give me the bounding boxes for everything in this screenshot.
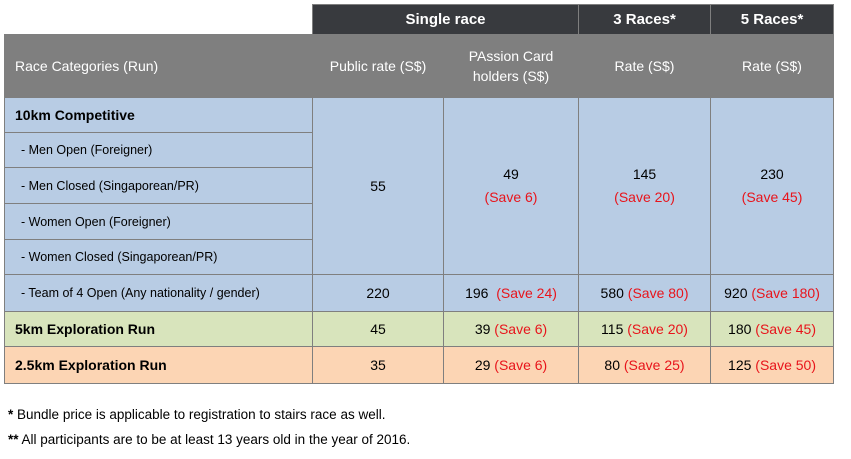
two-half-km-passion-save: (Save 6) [494,357,548,373]
footnote-mark-1: * [8,407,14,422]
team-passion-cell: 196 (Save 24) [442,274,580,312]
footnote-text-2: All participants are to be at least 13 y… [21,432,411,447]
footnote-mark-2: ** [8,432,19,447]
column-header-row: Race Categories (Run) Public rate (S$) P… [4,34,835,98]
col-public-rate: Public rate (S$) [312,34,444,98]
two-half-km-passion-cell: 29 (Save 6) [442,346,580,384]
two-half-km-3races-save: (Save 25) [623,357,685,373]
team-5races-save: (Save 180) [751,285,820,301]
five-km-5races-save: (Save 45) [755,321,816,337]
table-row: - Women Closed (Singaporean/PR) [4,239,834,275]
five-km-3races-save: (Save 20) [627,321,688,337]
col-race-categories: Race Categories (Run) [4,34,313,98]
cell-5races-rate: 230 (Save 45) [710,97,835,275]
races5-save-value: (Save 45) [741,189,803,205]
races5-rate-value: 230 [760,166,784,182]
team-5races-cell: 920 (Save 180) [710,274,835,312]
five-km-passion-save: (Save 6) [494,321,548,337]
passion-rate-value: 49 [503,166,519,182]
table-row: - Men Closed (Singaporean/PR) [4,167,834,204]
races3-rate-value: 145 [632,166,657,182]
cell-3races-rate: 145 (Save 20) [578,97,712,275]
table-row: - Team of 4 Open (Any nationality / gend… [4,274,835,312]
two-half-km-3races-cell: 80 (Save 25) [578,346,712,384]
group-header-row: Single race 3 Races* 5 Races* [4,4,835,35]
col-passion-card: PAssion Card holders (S$) [442,34,580,98]
subcategory-women-open: - Women Open (Foreigner) [4,203,313,240]
two-half-km-5races-rate: 125 [728,357,752,373]
subcategory-men-open: - Men Open (Foreigner) [4,132,313,168]
five-km-5races-rate: 180 [728,321,752,337]
category-10km-competitive: 10km Competitive [4,97,313,133]
team-passion-save: (Save 24) [496,285,557,301]
five-km-3races-cell: 115 (Save 20) [578,311,712,347]
team-public-rate: 220 [312,274,444,312]
team-3races-save: (Save 80) [627,285,689,301]
group-single-race: Single race [311,4,580,35]
passion-save-value: (Save 6) [484,189,538,205]
five-km-5races-cell: 180 (Save 45) [710,311,835,347]
two-half-km-passion-rate: 29 [474,357,491,373]
two-half-km-5races-cell: 125 (Save 50) [710,346,835,384]
two-half-km-public-rate: 35 [312,346,444,384]
col-5races-rate: Rate (S$) [710,34,835,98]
cell-passion-rate: 49 (Save 6) [442,97,580,275]
footnote-age: ** All participants are to be at least 1… [8,427,410,452]
team-passion-rate: 196 [465,285,489,301]
five-km-passion-cell: 39 (Save 6) [442,311,580,347]
category-2-5km-exploration: 2.5km Exploration Run [4,346,313,384]
table-row: 5km Exploration Run 45 39 (Save 6) 115 (… [4,311,835,347]
public-rate-value: 55 [370,178,386,194]
five-km-passion-rate: 39 [474,321,491,337]
footnote-text-1: Bundle price is applicable to registrati… [17,407,386,422]
blank-corner-cell [4,4,313,35]
table-row: 10km Competitive 55 49 (Save 6) 145 (Sav… [4,97,835,275]
rates-table: Single race 3 Races* 5 Races* Race Categ… [4,4,835,384]
group-5-races: 5 Races* [710,4,835,35]
table-row: 2.5km Exploration Run 35 29 (Save 6) 80 … [4,346,835,384]
two-half-km-5races-save: (Save 50) [755,357,816,373]
subcategory-women-closed: - Women Closed (Singaporean/PR) [4,239,313,275]
subcategory-men-closed: - Men Closed (Singaporean/PR) [4,167,313,204]
footnotes: * Bundle price is applicable to registra… [8,402,410,452]
footnote-bundle: * Bundle price is applicable to registra… [8,402,410,427]
five-km-3races-rate: 115 [601,321,624,337]
category-5km-exploration: 5km Exploration Run [4,311,313,347]
col-3races-rate: Rate (S$) [578,34,712,98]
races3-save-value: (Save 20) [614,189,675,205]
group-3-races: 3 Races* [578,4,712,35]
category-team-of-4: - Team of 4 Open (Any nationality / gend… [4,274,313,312]
cell-public-rate: 55 [312,97,444,275]
five-km-public-rate: 45 [312,311,444,347]
team-5races-rate: 920 [724,285,748,301]
team-3races-rate: 580 [600,285,624,301]
team-3races-cell: 580 (Save 80) [578,274,712,312]
two-half-km-3races-rate: 80 [604,357,620,373]
table-row: - Men Open (Foreigner) [4,132,834,168]
